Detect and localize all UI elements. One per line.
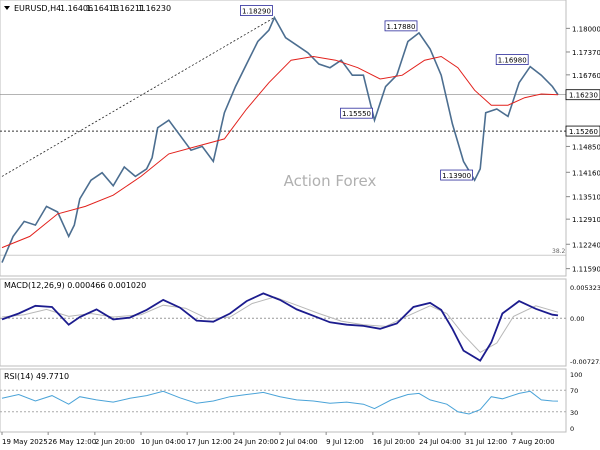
price-series-line	[1, 15, 559, 263]
x-tick-label: 24 Jun 20:00	[234, 438, 278, 446]
macd-y-tick-label: 0.005323	[570, 284, 600, 292]
price-y-tick-label: 1.12910	[572, 216, 600, 224]
macd-marks	[0, 292, 566, 362]
annotation-label: 1.18290	[242, 7, 271, 15]
x-tick-label: 2 Jul 04:00	[280, 438, 318, 446]
fib-label: 38.2	[552, 248, 566, 255]
macd-panel-frame	[0, 278, 567, 367]
annotation-box	[384, 20, 418, 32]
macd-panel: 0.005323 0.00 -0.007273 MACD(12,26,9) 0.00…	[0, 278, 600, 367]
ohlc-high: 1.16413	[86, 4, 119, 13]
price-y-tick-label: 1.16760	[572, 72, 600, 80]
time-axis: 19 May 2025 26 May 12:002 Jun 20:00 10 Jun…	[1, 432, 555, 446]
price-y-tick-label: 1.12240	[572, 241, 600, 249]
rsi-grid: 100 70 30 0	[570, 371, 582, 433]
annotation-label: 1.16980	[498, 57, 527, 65]
rsi-title: RSI(14) 49.7710	[4, 372, 69, 381]
level-price-tag	[565, 125, 600, 137]
instrument-header: EURUSD,H4	[14, 4, 61, 13]
trendline	[1, 17, 275, 177]
macd-signal-line	[1, 296, 559, 354]
level-price-label: 1.15260	[569, 128, 598, 136]
price-panel-frame	[0, 0, 567, 277]
ohlc-open: 1.16406	[60, 4, 93, 13]
macd-line	[1, 292, 559, 362]
rsi-line	[1, 390, 559, 415]
macd-y-tick-label: -0.007273	[570, 358, 600, 366]
current-price-tag	[565, 89, 600, 101]
x-tick-label: 10 Jun 04:00	[141, 438, 185, 446]
x-tick-label: 24 Jul 04:00	[419, 438, 461, 446]
x-tick-label: 26 May 12:00	[48, 438, 96, 446]
price-panel: 1.18000 1.17370 1.16760 1.16230 1.15260 1.148…	[0, 0, 600, 277]
price-y-tick-label: 1.14160	[572, 169, 600, 177]
price-y-tick-label: 1.18000	[572, 25, 600, 33]
x-tick-label: 7 Aug 20:00	[512, 438, 555, 446]
annotation-label: 1.17880	[387, 23, 416, 31]
price-y-tick-label: 1.14850	[572, 143, 600, 151]
annotation-box	[495, 54, 529, 65]
annotation-box	[340, 107, 373, 119]
price-marks: 38.2 1.18290 1.17880 1.16980 1.15550 1.13900 1…	[0, 5, 600, 263]
x-tick-label: 17 Jun 12:00	[187, 438, 231, 446]
ohlc-low: 1.16211	[112, 4, 145, 13]
x-tick-label: 19 May 2025	[2, 438, 48, 446]
annotation-label: 1.13900	[442, 172, 471, 180]
rsi-panel: 100 70 30 0 RSI(14) 49.7710	[0, 368, 582, 433]
x-tick-label: 31 Jul 12:00	[465, 438, 507, 446]
rsi-y-tick-label: 30	[570, 409, 578, 417]
watermark: Action Forex	[284, 172, 377, 190]
rsi-y-tick-label: 0	[570, 425, 574, 433]
macd-y-tick-label: 0.00	[570, 315, 584, 323]
x-tick-label: 16 Jul 20:00	[373, 438, 415, 446]
moving-average-line	[1, 55, 559, 249]
x-tick-label: 2 Jun 20:00	[95, 438, 135, 446]
macd-grid: 0.005323 0.00 -0.007273	[570, 284, 600, 366]
rsi-panel-frame	[0, 368, 567, 433]
rsi-y-tick-label: 100	[570, 371, 582, 379]
ohlc-close: 1.16230	[138, 4, 171, 13]
price-y-tick-label: 1.17370	[572, 49, 600, 57]
rsi-marks	[0, 389, 566, 415]
macd-title: MACD(12,26,9) 0.000466 0.001020	[4, 281, 146, 290]
rsi-y-tick-label: 70	[570, 387, 578, 395]
collapse-triangle-icon[interactable]	[4, 6, 10, 10]
x-tick-label: 9 Jul 12:00	[326, 438, 364, 446]
price-y-tick-label: 1.13510	[572, 194, 600, 202]
annotation-label: 1.15550	[342, 110, 371, 118]
price-y-tick-label: 1.11590	[572, 266, 600, 274]
annotation-box	[440, 169, 474, 181]
current-price-label: 1.16230	[569, 92, 598, 100]
annotation-box	[240, 5, 273, 16]
